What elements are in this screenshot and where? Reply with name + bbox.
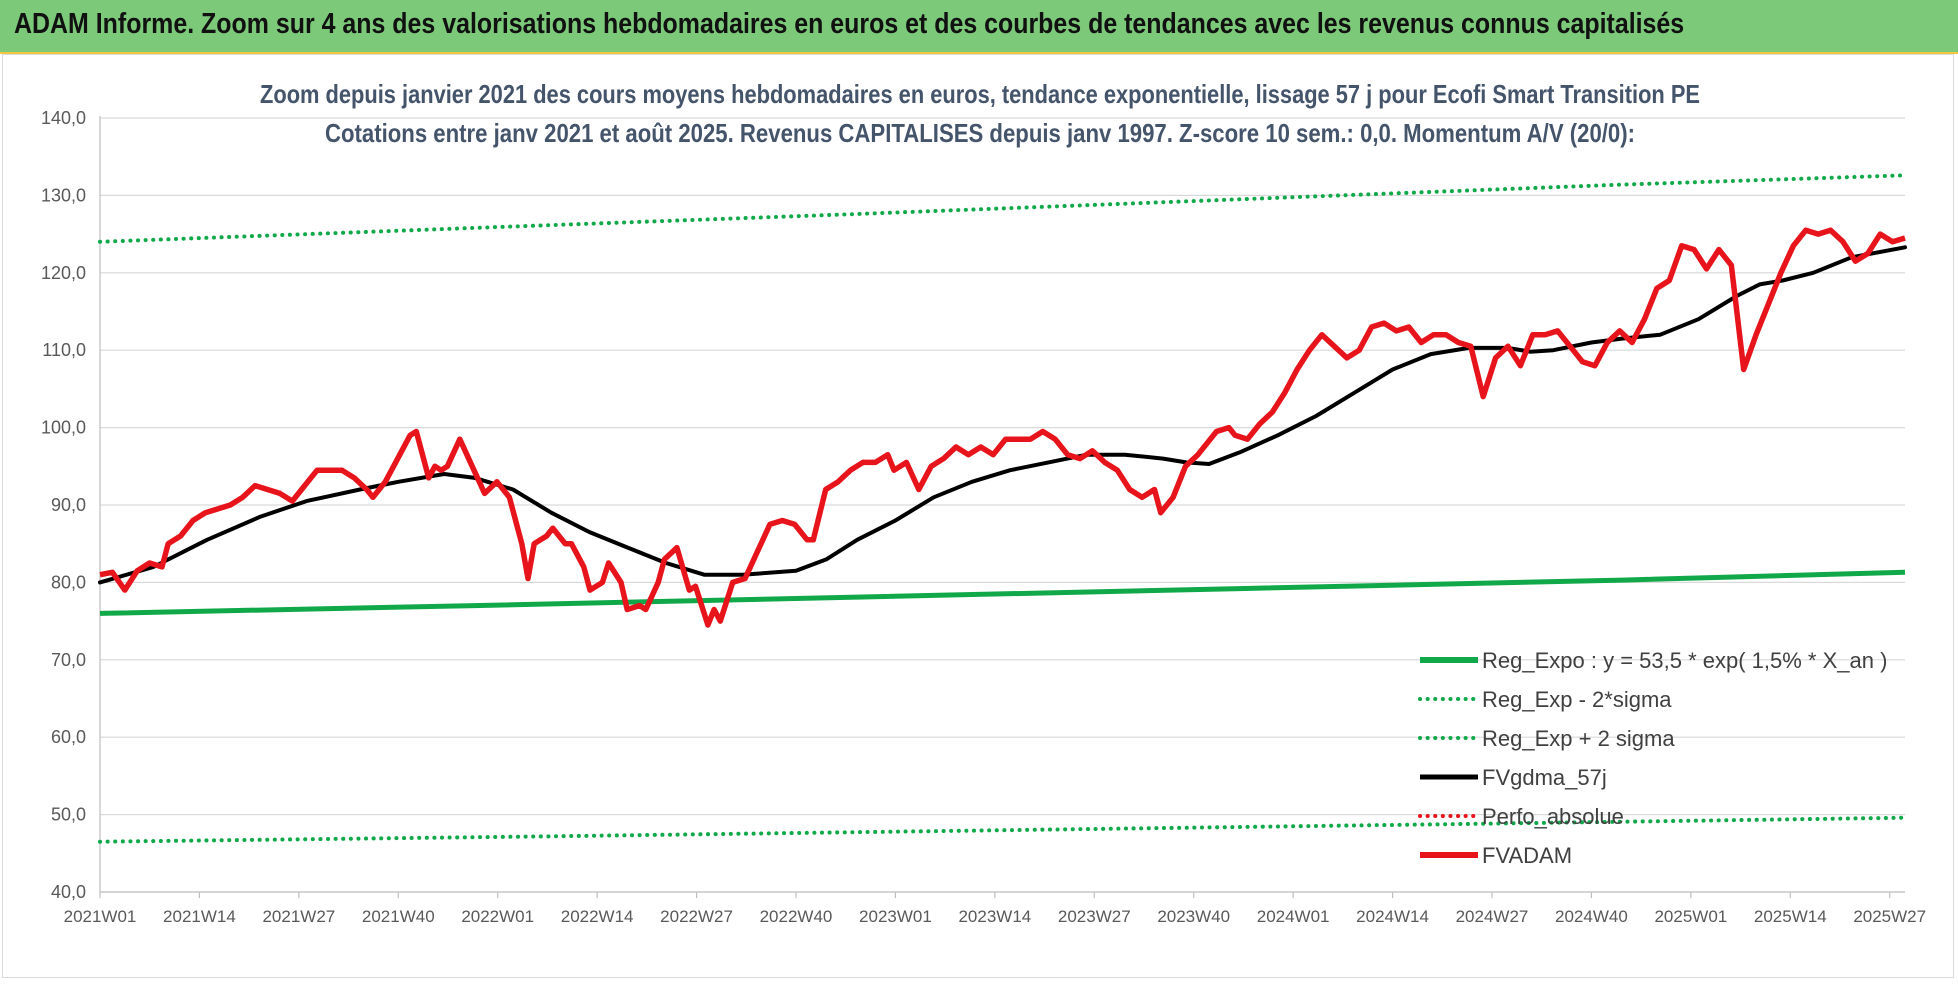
x-tick-label: 2024W40: [1555, 907, 1628, 926]
y-tick-label: 120,0: [41, 263, 86, 283]
chart-title-line-2: Cotations entre janv 2021 et août 2025. …: [325, 118, 1635, 148]
series-lines: [98, 173, 1907, 844]
x-tick-label: 2021W40: [362, 907, 435, 926]
y-tick-label: 70,0: [51, 650, 86, 670]
x-tick-label: 2024W27: [1456, 907, 1529, 926]
x-tick-label: 2023W40: [1157, 907, 1230, 926]
report-title: ADAM Informe. Zoom sur 4 ans des valoris…: [14, 8, 1685, 40]
x-tick-label: 2021W14: [163, 907, 236, 926]
x-tick-label: 2025W01: [1654, 907, 1727, 926]
y-tick-label: 90,0: [51, 495, 86, 515]
report-banner: ADAM Informe. Zoom sur 4 ans des valoris…: [0, 0, 1958, 54]
legend-label: Reg_Exp - 2*sigma: [1482, 687, 1672, 712]
legend-label: FVADAM: [1482, 843, 1572, 868]
legend-label: Reg_Exp + 2 sigma: [1482, 726, 1675, 751]
legend-label: Reg_Expo : y = 53,5 * exp( 1,5% * X_an ): [1482, 648, 1887, 673]
y-axis-ticks: 40,0 50,0 60,0 70,0 80,0 90,0 100,0 110,0 120,0 1…: [41, 108, 86, 902]
x-tick-label: 2021W27: [262, 907, 335, 926]
x-tick-label: 2022W40: [760, 907, 833, 926]
x-tick-label: 2022W14: [561, 907, 634, 926]
series-line-fvgdma-57j: [98, 245, 1907, 585]
y-tick-label: 60,0: [51, 727, 86, 747]
series-line-reg-exp-2-sigma: [98, 815, 1907, 844]
x-tick-label: 2022W27: [660, 907, 733, 926]
y-tick-label: 80,0: [51, 572, 86, 592]
x-tick-label: 2023W27: [1058, 907, 1131, 926]
x-tick-label: 2023W01: [859, 907, 932, 926]
x-axis-ticks: 2021W01 2021W14 2021W27 2021W40 2022W01 2022W…: [64, 892, 1926, 926]
y-tick-label: 140,0: [41, 108, 86, 128]
chart-title-line-1: Zoom depuis janvier 2021 des cours moyen…: [260, 79, 1700, 109]
x-tick-label: 2023W14: [958, 907, 1031, 926]
y-tick-label: 130,0: [41, 185, 86, 205]
y-tick-label: 110,0: [42, 340, 86, 360]
x-tick-label: 2025W27: [1853, 907, 1926, 926]
series-line-reg-exp-2-sigma: [98, 173, 1907, 244]
x-tick-label: 2021W01: [64, 907, 137, 926]
x-tick-label: 2025W14: [1754, 907, 1827, 926]
x-tick-label: 2022W01: [461, 907, 534, 926]
legend-label: Perfo_absolue: [1482, 804, 1624, 829]
series-line-reg-expo-y-53-5-exp-1-5-x-an: [99, 569, 1906, 616]
x-tick-label: 2024W14: [1356, 907, 1429, 926]
y-tick-label: 50,0: [51, 805, 86, 825]
legend: Reg_Expo : y = 53,5 * exp( 1,5% * X_an )…: [1418, 648, 1887, 868]
y-tick-label: 40,0: [51, 882, 86, 902]
series-line-fvadam: [99, 227, 1906, 628]
legend-label: FVgdma_57j: [1482, 765, 1607, 790]
x-tick-label: 2024W01: [1257, 907, 1330, 926]
y-tick-label: 100,0: [41, 418, 86, 438]
grid-lines: [99, 116, 1905, 893]
chart-frame: [2, 54, 1954, 978]
